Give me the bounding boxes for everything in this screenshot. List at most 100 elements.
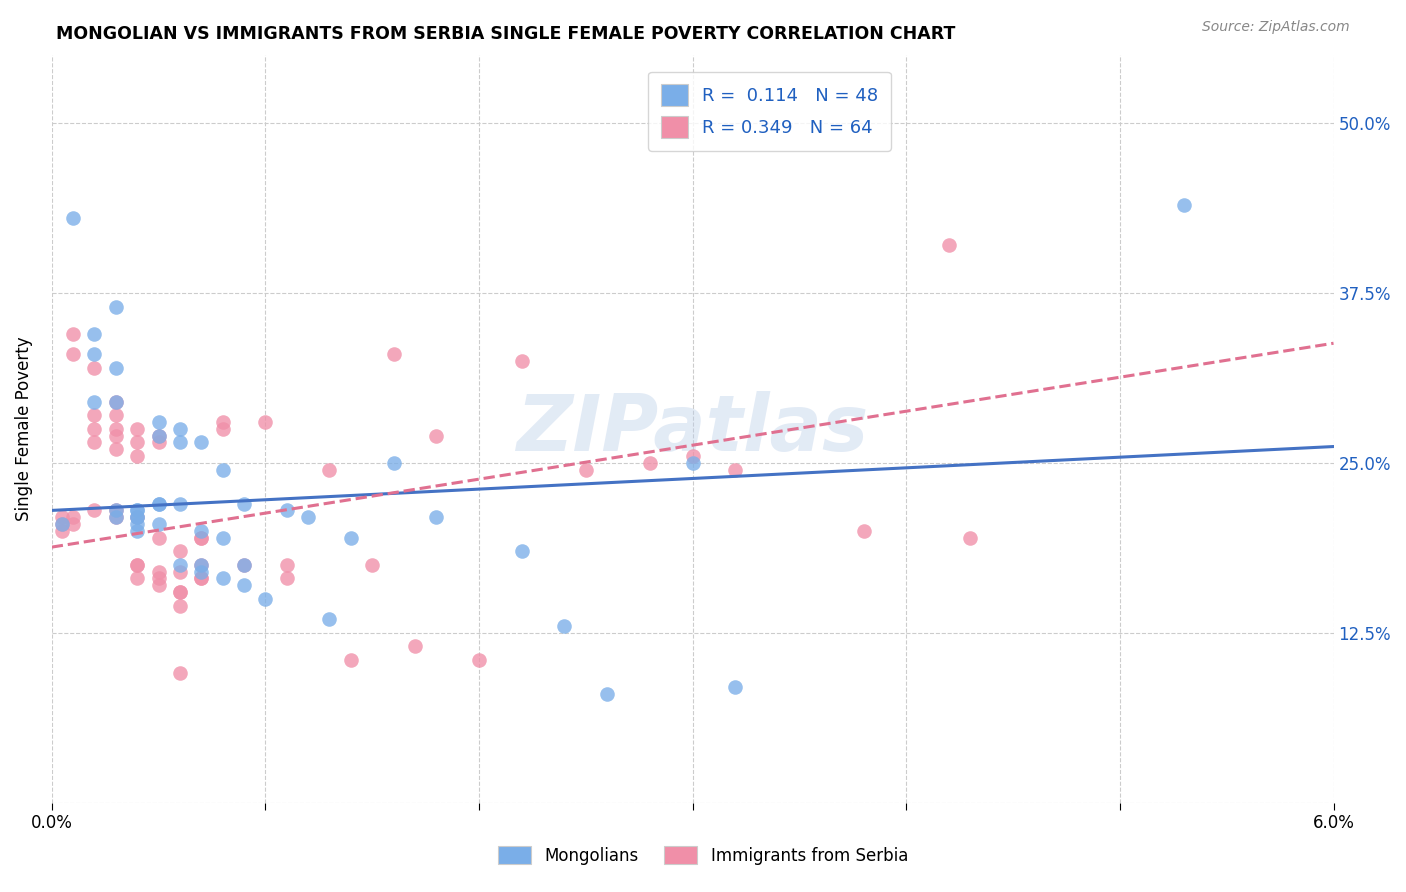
Point: [104, 394, 127, 409]
Point: [190, 435, 212, 450]
Point: [169, 585, 191, 599]
Point: [148, 428, 170, 442]
Point: [83, 503, 105, 517]
Point: [148, 415, 170, 429]
Point: [148, 428, 170, 442]
Point: [127, 524, 149, 538]
Point: [127, 449, 149, 463]
Point: [51, 516, 73, 531]
Point: [233, 578, 256, 592]
Point: [104, 442, 127, 457]
Point: [1173, 197, 1195, 211]
Point: [127, 516, 149, 531]
Point: [127, 558, 149, 572]
Point: [190, 571, 212, 585]
Point: [340, 653, 363, 667]
Point: [127, 503, 149, 517]
Point: [83, 326, 105, 341]
Point: [318, 612, 340, 626]
Point: [211, 571, 233, 585]
Point: [190, 531, 212, 545]
Point: [148, 497, 170, 511]
Point: [104, 510, 127, 524]
Point: [62, 211, 84, 226]
Point: [83, 422, 105, 436]
Point: [83, 409, 105, 423]
Legend: R =  0.114   N = 48, R = 0.349   N = 64: R = 0.114 N = 48, R = 0.349 N = 64: [648, 71, 891, 151]
Point: [724, 462, 747, 476]
Point: [169, 435, 191, 450]
Point: [104, 503, 127, 517]
Point: [510, 544, 533, 558]
Point: [148, 578, 170, 592]
Point: [51, 516, 73, 531]
Point: [51, 524, 73, 538]
Point: [148, 565, 170, 579]
Point: [169, 599, 191, 613]
Point: [382, 347, 405, 361]
Point: [211, 531, 233, 545]
Point: [553, 619, 575, 633]
Point: [104, 409, 127, 423]
Point: [148, 497, 170, 511]
Point: [190, 558, 212, 572]
Point: [340, 531, 363, 545]
Point: [104, 510, 127, 524]
Point: [425, 428, 447, 442]
Point: [361, 558, 384, 572]
Text: MONGOLIAN VS IMMIGRANTS FROM SERBIA SINGLE FEMALE POVERTY CORRELATION CHART: MONGOLIAN VS IMMIGRANTS FROM SERBIA SING…: [56, 25, 956, 43]
Point: [104, 422, 127, 436]
Point: [127, 571, 149, 585]
Point: [62, 347, 84, 361]
Point: [468, 653, 491, 667]
Point: [104, 300, 127, 314]
Point: [382, 456, 405, 470]
Point: [62, 510, 84, 524]
Point: [510, 354, 533, 368]
Point: [169, 544, 191, 558]
Point: [148, 531, 170, 545]
Point: [190, 531, 212, 545]
Point: [62, 516, 84, 531]
Point: [169, 666, 191, 681]
Point: [127, 558, 149, 572]
Point: [104, 503, 127, 517]
Point: [276, 558, 298, 572]
Point: [127, 510, 149, 524]
Text: ZIPatlas: ZIPatlas: [516, 391, 869, 467]
Point: [169, 565, 191, 579]
Point: [425, 510, 447, 524]
Point: [404, 640, 426, 654]
Point: [211, 422, 233, 436]
Point: [83, 347, 105, 361]
Point: [938, 238, 960, 252]
Point: [169, 558, 191, 572]
Point: [852, 524, 875, 538]
Point: [276, 571, 298, 585]
Point: [682, 456, 704, 470]
Legend: Mongolians, Immigrants from Serbia: Mongolians, Immigrants from Serbia: [489, 838, 917, 873]
Point: [62, 326, 84, 341]
Point: [233, 558, 256, 572]
Point: [297, 510, 319, 524]
Point: [575, 462, 598, 476]
Point: [83, 360, 105, 375]
Point: [190, 571, 212, 585]
Point: [682, 449, 704, 463]
Point: [190, 565, 212, 579]
Point: [169, 422, 191, 436]
Point: [638, 456, 661, 470]
Point: [148, 516, 170, 531]
Point: [233, 558, 256, 572]
Point: [127, 422, 149, 436]
Point: [51, 510, 73, 524]
Point: [104, 394, 127, 409]
Point: [276, 503, 298, 517]
Point: [596, 687, 619, 701]
Point: [254, 591, 277, 606]
Point: [83, 394, 105, 409]
Point: [959, 531, 981, 545]
Point: [211, 415, 233, 429]
Y-axis label: Single Female Poverty: Single Female Poverty: [15, 336, 32, 521]
Point: [127, 510, 149, 524]
